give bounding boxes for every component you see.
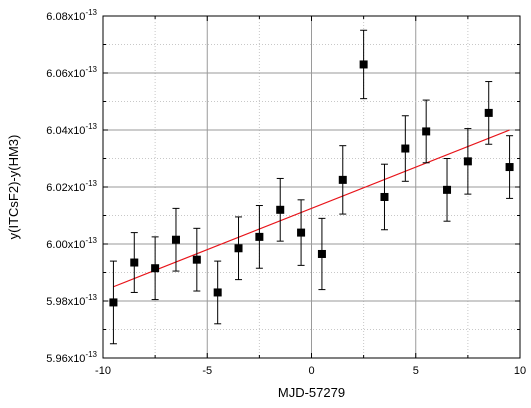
axis-ticks <box>102 15 521 359</box>
x-tick-labels: -10 -5 0 5 10 <box>95 365 526 377</box>
point-marker <box>192 255 201 264</box>
point-marker <box>130 258 139 267</box>
data-point <box>151 236 160 301</box>
point-marker <box>359 60 368 69</box>
data-point <box>380 163 389 231</box>
point-marker <box>213 288 222 297</box>
data-point <box>359 29 368 100</box>
point-marker <box>484 108 493 117</box>
point-marker <box>171 235 180 244</box>
data-point <box>401 115 410 182</box>
y-tick-label: 6.02x10-13 <box>46 179 97 194</box>
x-tick-label: 5 <box>413 365 419 377</box>
grid <box>103 16 520 358</box>
x-tick-label: -5 <box>202 365 212 377</box>
y-tick-label: 6.08x10-13 <box>46 8 97 23</box>
y-tick-label: 6.04x10-13 <box>46 122 97 137</box>
x-tick-label: 10 <box>514 365 526 377</box>
data-point <box>109 260 118 345</box>
data-point <box>130 232 139 293</box>
data-point <box>463 128 472 195</box>
y-tick-label: 6.06x10-13 <box>46 65 97 80</box>
data-point <box>171 207 180 272</box>
point-marker <box>151 264 160 273</box>
y-tick-label: 5.96x10-13 <box>46 350 97 365</box>
data-point <box>338 145 347 215</box>
data-point <box>297 199 306 266</box>
data-point <box>276 177 285 242</box>
x-tick-label: -10 <box>95 365 111 377</box>
point-marker <box>109 298 118 307</box>
point-marker <box>505 163 514 172</box>
y-tick-label: 5.98x10-13 <box>46 293 97 308</box>
fit-line-group <box>113 129 510 288</box>
point-marker <box>422 127 431 136</box>
data-point <box>317 217 326 291</box>
data-point <box>255 205 264 269</box>
y-tick-labels: 5.96x10-13 5.98x10-13 6.00x10-13 6.02x10-13… <box>46 8 97 365</box>
data-point <box>234 216 243 281</box>
y-tick-label: 6.00x10-13 <box>46 236 97 251</box>
point-marker <box>443 185 452 194</box>
x-tick-label: 0 <box>308 365 314 377</box>
data-points <box>109 29 514 345</box>
point-marker <box>338 175 347 184</box>
point-marker <box>401 144 410 153</box>
data-point <box>505 135 514 199</box>
point-marker <box>297 228 306 237</box>
data-point <box>443 158 452 222</box>
point-marker <box>255 232 264 241</box>
point-marker <box>276 205 285 214</box>
point-marker <box>317 249 326 258</box>
point-marker <box>380 192 389 201</box>
fit-line <box>113 129 510 288</box>
data-point <box>213 260 222 325</box>
point-marker <box>234 244 243 253</box>
y-axis-label: y(ITCsF2)-y(HM3) <box>6 135 21 240</box>
point-marker <box>463 157 472 166</box>
data-point <box>422 99 431 164</box>
data-point <box>192 227 201 292</box>
data-point <box>484 81 493 145</box>
x-axis-label: MJD-57279 <box>278 385 345 400</box>
